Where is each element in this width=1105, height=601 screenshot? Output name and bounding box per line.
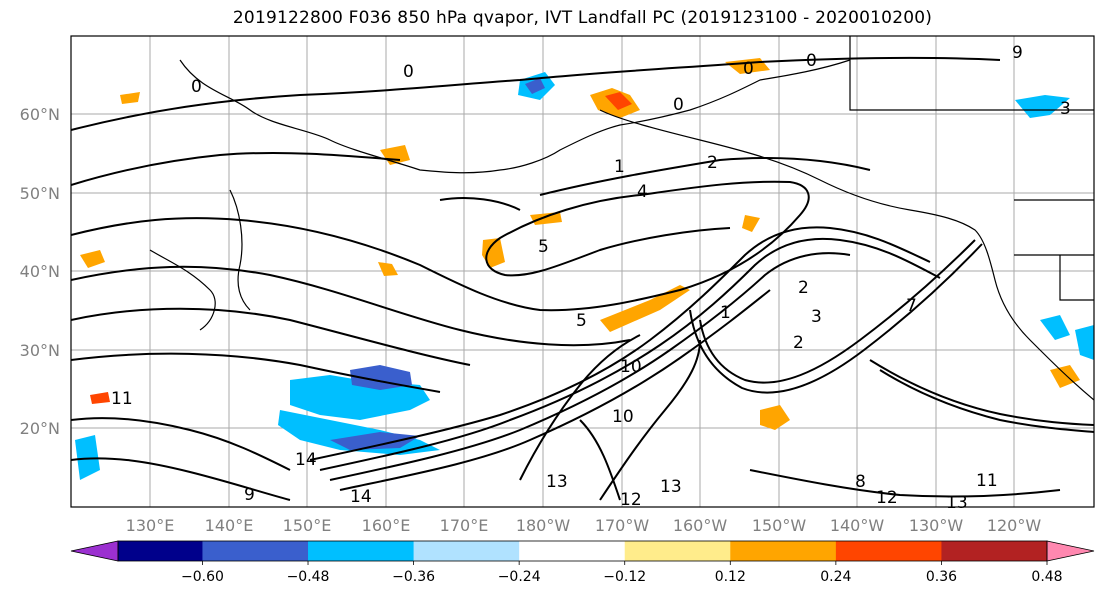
- lon-label: 150°W: [752, 516, 807, 535]
- lat-label-20n: 20°N: [20, 419, 60, 438]
- colorbar-tick-label: −0.60: [181, 569, 224, 585]
- contour-label: 0: [673, 95, 684, 115]
- colorbar-segment: [730, 541, 837, 561]
- lon-label: 170°W: [595, 516, 650, 535]
- colorbar-tick-label: 0.24: [820, 569, 851, 585]
- lon-label: 170°E: [440, 516, 489, 535]
- contour-label: 4: [637, 182, 648, 202]
- colorbar-extend-right: [1046, 540, 1095, 562]
- contour-label: 2: [798, 278, 809, 298]
- colorbar: −0.60 −0.48 −0.36 −0.24 −0.12 0.12 0.24 0.36 0.4…: [70, 540, 1095, 585]
- colorbar-extend-left: [70, 540, 119, 562]
- contour-labels: 0 0 0 0 0 1 2 4 5 5 3 3 2 2 1 10 10 11 1…: [111, 43, 1071, 513]
- lon-label: 150°E: [283, 516, 332, 535]
- contour-label: 10: [612, 407, 634, 427]
- lon-label: 120°W: [987, 516, 1042, 535]
- contour-label: 13: [946, 493, 968, 513]
- contour-label: 12: [876, 488, 898, 508]
- contour-label: 14: [350, 487, 372, 507]
- lat-label-60n: 60°N: [20, 105, 60, 124]
- colorbar-tick-label: 0.48: [1031, 569, 1062, 585]
- contour-label: 14: [295, 450, 317, 470]
- lat-label-40n: 40°N: [20, 262, 60, 281]
- lon-label: 180°W: [516, 516, 571, 535]
- longitude-labels: 130°E 140°E 150°E 160°E 170°E 180°W 170°…: [126, 516, 1042, 535]
- lon-label: 160°W: [673, 516, 728, 535]
- colorbar-segment: [308, 541, 415, 561]
- contour-label: 9: [1012, 43, 1023, 63]
- colorbar-tick-label: −0.12: [603, 569, 646, 585]
- lon-label: 130°E: [126, 516, 175, 535]
- contour-label: 8: [855, 472, 866, 492]
- lat-label-50n: 50°N: [20, 184, 60, 203]
- contour-label: 0: [191, 77, 202, 97]
- map-border: [70, 35, 1095, 508]
- colorbar-segment: [941, 541, 1048, 561]
- colorbar-tick-label: 0.36: [926, 569, 957, 585]
- colorbar-segment: [624, 541, 731, 561]
- contour-label: 9: [244, 485, 255, 505]
- colorbar-tick-label: −0.36: [392, 569, 435, 585]
- shaded-field: [75, 58, 1094, 480]
- colorbar-segment: [413, 541, 520, 561]
- contour-label: 0: [806, 51, 817, 71]
- colorbar-outline: [117, 540, 1048, 562]
- contour-label: 11: [976, 471, 998, 491]
- contours: [71, 56, 1094, 501]
- colorbar-segment: [118, 541, 203, 561]
- colorbar-tick-label: 0.12: [715, 569, 746, 585]
- lat-label-30n: 30°N: [20, 341, 60, 360]
- lon-label: 160°E: [362, 516, 411, 535]
- lon-label: 130°W: [909, 516, 964, 535]
- contour-label: 2: [707, 153, 718, 173]
- lon-label: 140°W: [830, 516, 885, 535]
- contour-label: 5: [538, 237, 549, 257]
- contour-label: 5: [576, 311, 587, 331]
- contour-label: 0: [743, 59, 754, 79]
- contour-label: 1: [720, 303, 731, 323]
- contour-label: 12: [620, 490, 642, 510]
- contour-label: 10: [620, 357, 642, 377]
- contour-label: 13: [546, 472, 568, 492]
- contour-label: 1: [614, 157, 625, 177]
- contour-label: 13: [660, 477, 682, 497]
- contour-label: 2: [793, 333, 804, 353]
- contour-label: 3: [811, 307, 822, 327]
- contour-label: 0: [403, 62, 414, 82]
- coastlines: [149, 36, 1094, 401]
- colorbar-segment: [202, 541, 309, 561]
- map-title: 2019122800 F036 850 hPa qvapor, IVT Land…: [232, 8, 933, 28]
- lon-label: 140°E: [205, 516, 254, 535]
- contour-label: 11: [111, 389, 133, 409]
- contour-label: 7: [906, 296, 917, 316]
- colorbar-tick-label: −0.48: [287, 569, 330, 585]
- colorbar-tick-label: −0.24: [498, 569, 541, 585]
- latitude-labels: 60°N 50°N 40°N 30°N 20°N: [20, 105, 60, 438]
- colorbar-segment: [835, 541, 942, 561]
- colorbar-segment: [519, 541, 626, 561]
- contour-label: 3: [1060, 99, 1071, 119]
